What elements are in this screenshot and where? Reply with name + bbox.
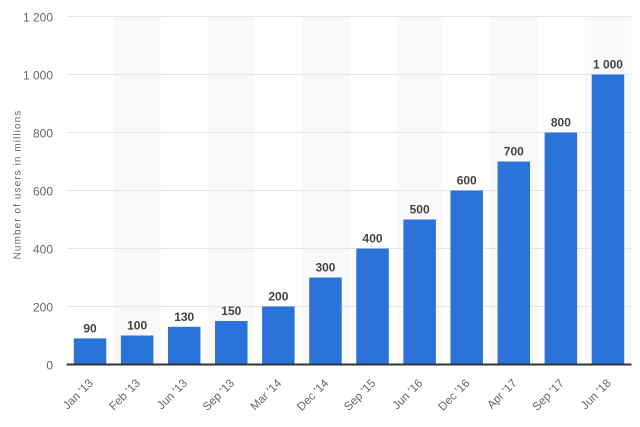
svg-text:1 200: 1 200 bbox=[23, 11, 53, 25]
svg-text:800: 800 bbox=[33, 127, 53, 141]
svg-text:300: 300 bbox=[315, 261, 335, 275]
svg-text:Number of users in millions: Number of users in millions bbox=[13, 110, 24, 260]
svg-text:600: 600 bbox=[457, 174, 477, 188]
svg-text:1 000: 1 000 bbox=[23, 69, 53, 83]
svg-text:400: 400 bbox=[363, 232, 383, 246]
svg-text:0: 0 bbox=[46, 359, 53, 373]
svg-text:200: 200 bbox=[268, 290, 288, 304]
svg-text:200: 200 bbox=[33, 301, 53, 315]
svg-text:500: 500 bbox=[410, 203, 430, 217]
svg-text:150: 150 bbox=[221, 304, 241, 318]
svg-text:700: 700 bbox=[504, 145, 524, 159]
svg-text:130: 130 bbox=[174, 310, 194, 324]
svg-text:800: 800 bbox=[551, 116, 571, 130]
svg-text:90: 90 bbox=[83, 321, 97, 335]
svg-text:600: 600 bbox=[33, 185, 53, 199]
svg-text:100: 100 bbox=[127, 319, 147, 333]
svg-text:400: 400 bbox=[33, 243, 53, 257]
svg-text:1 000: 1 000 bbox=[593, 58, 623, 72]
